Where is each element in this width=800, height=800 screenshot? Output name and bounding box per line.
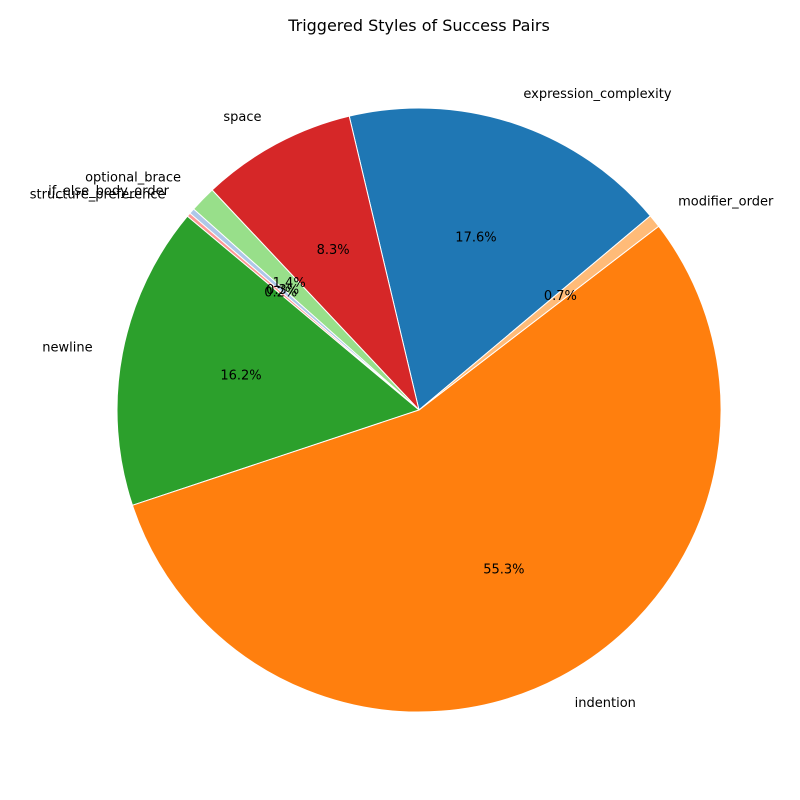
pie-slice-indention <box>131 225 722 713</box>
pct-label-modifier-order: 0.7% <box>544 289 577 304</box>
slice-label-modifier-order: modifier_order <box>678 195 774 210</box>
pct-label-space: 8.3% <box>317 243 350 258</box>
chart-title: Triggered Styles of Success Pairs <box>287 16 550 35</box>
pct-label-expression-complexity: 17.6% <box>455 230 496 245</box>
pie-slice-space <box>211 115 420 412</box>
pie-slice-modifier-order <box>418 215 660 411</box>
pie-labels: expression_complexity 17.6% space 8.3% optio… <box>30 87 774 711</box>
slice-label-optional-brace: optional_brace <box>85 171 181 186</box>
pct-label-if-else-body-order: 0.3% <box>266 283 299 298</box>
pct-label-optional-brace: 1.4% <box>273 276 306 291</box>
pct-label-newline: 16.2% <box>220 369 261 384</box>
pie-slice-expression-complexity <box>348 107 652 411</box>
slice-label-indention: indention <box>575 696 636 711</box>
slice-label-newline: newline <box>42 340 92 355</box>
slice-label-expression-complexity: expression_complexity <box>523 87 671 102</box>
pie-slice-newline <box>116 215 421 506</box>
pct-label-structure-preference: 0.2% <box>264 285 297 300</box>
slice-label-space: space <box>223 110 261 125</box>
slice-label-structure-preference: structure_preference <box>30 188 166 203</box>
slice-label-if-else-body-order: if_else_body_order <box>48 184 170 199</box>
pie-slices <box>116 107 722 713</box>
pct-label-indention: 55.3% <box>483 563 524 578</box>
